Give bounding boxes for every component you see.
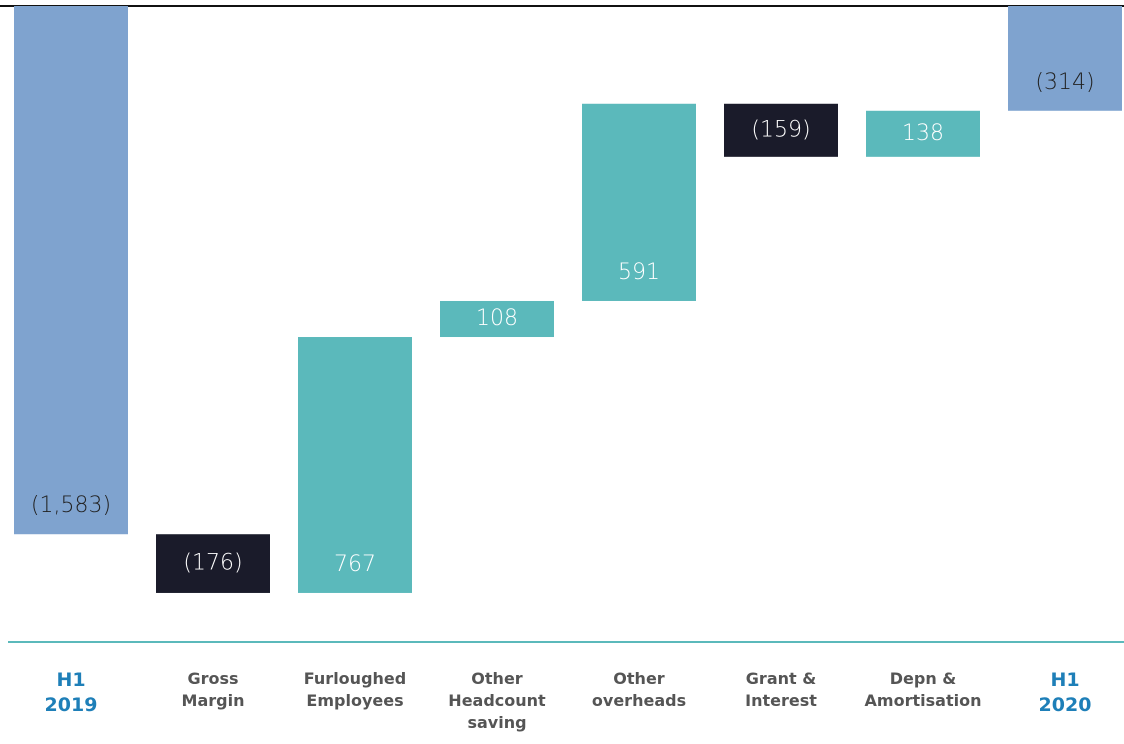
category-label: H1 2020 <box>1038 669 1092 716</box>
bar <box>866 110 980 157</box>
category-label: Furloughed Employees <box>303 669 407 710</box>
category-label: Other overheads <box>591 669 687 710</box>
category-label: H1 2019 <box>44 669 98 716</box>
value-label: (176) <box>183 551 242 576</box>
bar <box>298 337 412 593</box>
value-label: 108 <box>476 306 518 331</box>
value-label: (159) <box>751 117 810 142</box>
bar <box>582 103 696 301</box>
value-label: 767 <box>334 552 376 577</box>
category-label: Depn & Amortisation <box>864 669 982 710</box>
bar <box>156 534 270 593</box>
bar <box>724 103 838 157</box>
value-label: (1,583) <box>31 493 111 518</box>
bar <box>14 6 128 535</box>
value-label: 591 <box>618 260 660 285</box>
category-label: Gross Margin <box>181 669 245 710</box>
bar <box>1008 6 1122 111</box>
value-label: (314) <box>1035 70 1094 95</box>
value-label: 138 <box>902 121 944 146</box>
category-label: Other Headcount saving <box>448 669 546 732</box>
bar <box>440 300 554 338</box>
category-label: Grant & Interest <box>745 669 817 710</box>
